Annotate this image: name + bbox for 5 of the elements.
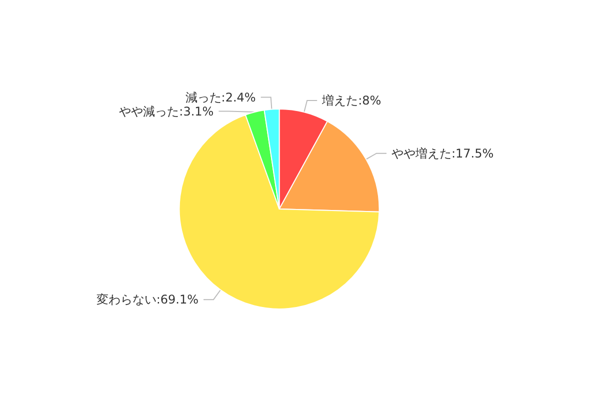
slice-label: やや減った:3.1% [119, 104, 214, 118]
slice-label: 変わらない:69.1% [96, 292, 198, 307]
slice-label: 増えた:8% [321, 93, 382, 108]
slice-label: 減った:2.4% [185, 90, 256, 104]
slice-label: やや増えた:17.5% [391, 146, 494, 160]
